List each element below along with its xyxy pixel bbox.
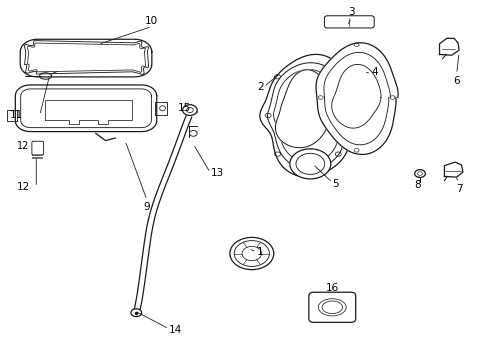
Text: 16: 16 xyxy=(325,283,338,293)
Ellipse shape xyxy=(289,149,330,179)
Polygon shape xyxy=(275,70,334,148)
Text: 7: 7 xyxy=(455,184,462,194)
Text: 6: 6 xyxy=(452,76,459,86)
Text: 12: 12 xyxy=(17,182,30,192)
Text: 1: 1 xyxy=(256,247,263,257)
Text: 8: 8 xyxy=(413,180,420,190)
Text: 10: 10 xyxy=(145,16,158,26)
Polygon shape xyxy=(444,162,462,177)
Text: 15: 15 xyxy=(177,103,190,113)
Text: 2: 2 xyxy=(257,82,264,92)
Ellipse shape xyxy=(414,170,425,177)
Polygon shape xyxy=(259,54,353,177)
Ellipse shape xyxy=(131,309,142,317)
Text: 5: 5 xyxy=(331,179,338,189)
Polygon shape xyxy=(315,43,397,154)
Polygon shape xyxy=(439,39,458,55)
Ellipse shape xyxy=(229,237,273,270)
Polygon shape xyxy=(6,110,17,121)
FancyBboxPatch shape xyxy=(32,141,43,155)
Ellipse shape xyxy=(182,105,197,116)
Text: 3: 3 xyxy=(348,7,354,17)
Text: 13: 13 xyxy=(210,168,223,178)
Text: 11: 11 xyxy=(9,111,22,121)
Polygon shape xyxy=(331,64,380,128)
Ellipse shape xyxy=(40,73,52,79)
Ellipse shape xyxy=(189,131,197,136)
Text: 14: 14 xyxy=(168,325,182,335)
Text: 9: 9 xyxy=(143,202,150,212)
Polygon shape xyxy=(155,102,167,115)
Polygon shape xyxy=(15,85,157,132)
Text: 12: 12 xyxy=(17,141,29,151)
FancyBboxPatch shape xyxy=(308,292,355,322)
Text: 4: 4 xyxy=(370,67,377,77)
FancyBboxPatch shape xyxy=(324,16,373,28)
